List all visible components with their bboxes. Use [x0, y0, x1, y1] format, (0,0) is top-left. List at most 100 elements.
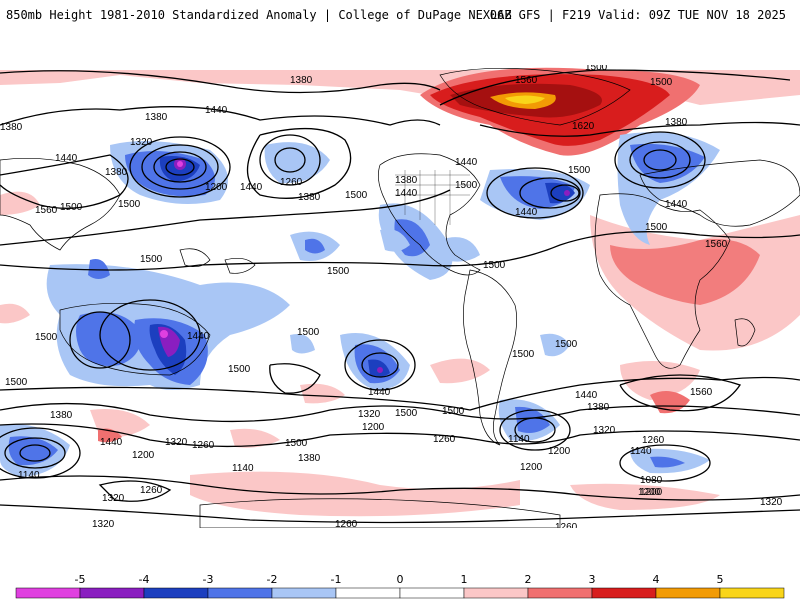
contour-label: 1500	[483, 260, 506, 271]
contour-label: 1200	[638, 487, 661, 498]
colorbar-swatch	[79, 587, 145, 599]
colorbar-tick-label: 1	[461, 573, 468, 586]
contour-label: 1260	[280, 177, 303, 188]
contour-labels: 1380 1440 1380 1380 1320 1440 1380 1200 …	[0, 65, 783, 528]
contour-label: 1440	[240, 182, 263, 193]
colorbar-tick-label: -3	[203, 573, 214, 586]
contour-label: 1440	[205, 105, 228, 116]
colorbar: -5 -4 -3 -2 -1 0 1 2 3 4 5	[0, 568, 800, 600]
contour-label: 1320	[102, 493, 125, 504]
contour-label: 1500	[140, 254, 163, 265]
contour-label: 1500	[327, 266, 350, 277]
colorbar-swatch	[719, 587, 785, 599]
contour-label: 1260	[192, 440, 215, 451]
colorbar-swatch	[527, 587, 593, 599]
contour-label: 1380	[587, 402, 610, 413]
header: 850mb Height 1981-2010 Standardized Anom…	[0, 0, 800, 30]
contour-label: 1440	[187, 331, 210, 342]
contour-label: 1380	[665, 117, 688, 128]
contour-label: 1140	[630, 446, 652, 457]
contour-label: 1440	[455, 157, 478, 168]
contour-label: 1200	[205, 182, 228, 193]
contour-label: 1440	[575, 390, 598, 401]
contour-label: 1200	[520, 462, 543, 473]
colorbar-tick-label: 3	[589, 573, 596, 586]
contour-label: 1380	[290, 75, 313, 86]
contour-label: 1140	[508, 434, 530, 445]
contour-label: 1260	[335, 519, 358, 528]
contour-label: 1200	[362, 422, 385, 433]
contour-label: 1440	[395, 188, 418, 199]
contour-label: 1500	[118, 199, 141, 210]
contour-label: 1260	[433, 434, 456, 445]
contour-label: 1500	[512, 349, 535, 360]
contour-label: 1500	[585, 65, 608, 73]
contour-label: 1260	[555, 522, 578, 528]
contour-label: 1200	[640, 487, 663, 498]
contour-label: 1500	[5, 377, 28, 388]
contour-label: 1380	[50, 410, 73, 421]
colorbar-tick-label: 2	[525, 573, 532, 586]
colorbar-swatch	[463, 587, 529, 599]
colorbar-swatch	[143, 587, 209, 599]
colorbar-tick-label: -4	[139, 573, 150, 586]
colorbar-tick-label: -1	[331, 573, 342, 586]
contour-label: 1560	[35, 205, 58, 216]
contour-label: 1440	[665, 199, 688, 210]
contour-label: 1500	[60, 202, 83, 213]
contour-label: 1440	[100, 437, 123, 448]
contour-label: 1500	[395, 408, 418, 419]
contour-label: 1500	[650, 77, 673, 88]
contour-label: 1380	[298, 453, 321, 464]
map-svg: 1380 1440 1380 1380 1320 1440 1380 1200 …	[0, 65, 800, 528]
contour-label: 1380	[298, 192, 321, 203]
colorbar-swatch	[591, 587, 657, 599]
contour-label: 1080	[640, 475, 663, 486]
contour-label: 1320	[760, 497, 783, 508]
colorbar-tick-label: 0	[397, 573, 404, 586]
contour-label: 1500	[455, 180, 478, 191]
us-state-borders	[395, 170, 470, 225]
map-title: 850mb Height 1981-2010 Standardized Anom…	[6, 8, 512, 22]
contour-label: 1320	[92, 519, 115, 528]
contour-label: 1500	[555, 339, 578, 350]
colorbar-swatch	[207, 587, 273, 599]
colorbar-svg: -5 -4 -3 -2 -1 0 1 2 3 4 5	[15, 573, 785, 599]
colorbar-swatches	[15, 587, 785, 599]
contour-label: 1500	[35, 332, 58, 343]
contour-label: 1500	[345, 190, 368, 201]
contour-label: 1500	[285, 438, 308, 449]
contour-label: 1380	[0, 122, 23, 133]
colorbar-tick-label: 4	[653, 573, 660, 586]
contour-label: 1260	[140, 485, 163, 496]
contour-label: 1380	[145, 112, 168, 123]
contour-label: 1380	[105, 167, 128, 178]
colorbar-swatch	[15, 587, 81, 599]
contour-label: 1500	[228, 364, 251, 375]
colorbar-swatch	[655, 587, 721, 599]
contour-label: 1140	[18, 470, 40, 481]
contour-label: 1500	[645, 222, 668, 233]
colorbar-tick-label: 5	[717, 573, 724, 586]
negative-anomaly-shading	[0, 132, 720, 477]
contour-label: 1500	[442, 406, 465, 417]
contour-label: 1560	[690, 387, 713, 398]
contour-label: 1380	[395, 175, 418, 186]
contour-label: 1320	[358, 409, 381, 420]
contour-label: 1440	[368, 387, 391, 398]
contour-label: 1560	[515, 75, 538, 86]
colorbar-swatch	[271, 587, 337, 599]
model-run-info: 06Z GFS | F219 Valid: 09Z TUE NOV 18 202…	[489, 8, 786, 22]
height-contours	[0, 69, 800, 524]
contour-label: 1200	[548, 446, 571, 457]
contour-label: 1440	[515, 207, 538, 218]
contour-label: 1560	[705, 239, 728, 250]
contour-label: 1140	[232, 463, 254, 474]
contour-label: 1620	[572, 121, 595, 132]
colorbar-ticks: -5 -4 -3 -2 -1 0 1 2 3 4 5	[75, 573, 724, 586]
contour-label: 1500	[297, 327, 320, 338]
contour-label: 1320	[130, 137, 153, 148]
contour-label: 1260	[642, 435, 665, 446]
contour-label: 1200	[132, 450, 155, 461]
contour-label: 1440	[55, 153, 78, 164]
